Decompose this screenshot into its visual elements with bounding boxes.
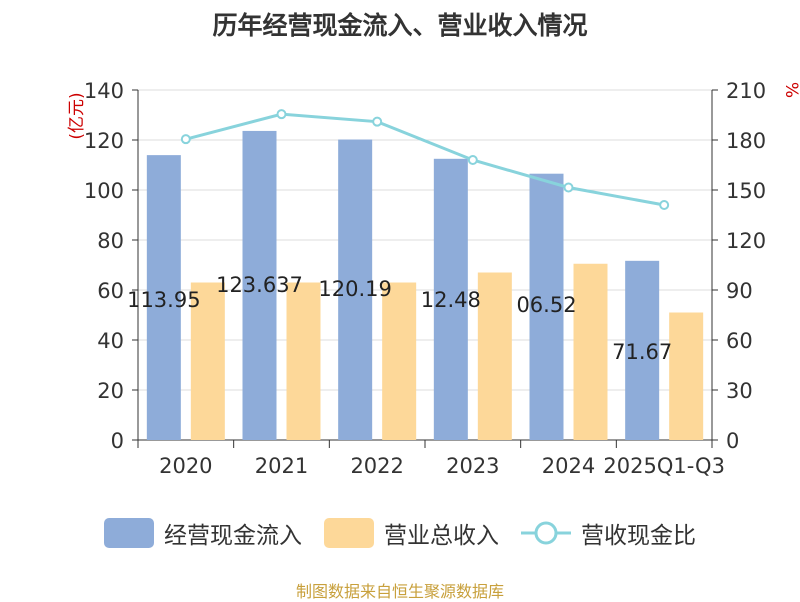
data-label-cash-inflow: 123.637 [216, 273, 303, 297]
legend-swatch-cash-inflow [104, 518, 154, 548]
x-tick-label: 2023 [446, 454, 499, 478]
line-point-ratio [180, 134, 191, 145]
y-tick-label-left: 40 [97, 329, 124, 353]
x-tick-label: 2022 [350, 454, 403, 478]
legend-label: 营业总收入 [384, 523, 499, 549]
bar-cash-inflow [242, 130, 277, 441]
x-tick-label: 2024 [542, 454, 595, 478]
y-tick-label-left: 80 [97, 229, 124, 253]
bar-cash-inflow [433, 158, 468, 441]
legend-item-cash-inflow[interactable]: 经营现金流入 [104, 516, 302, 550]
data-label-cash-inflow: 71.67 [612, 340, 672, 364]
data-label-cash-inflow: 113.95 [127, 288, 200, 312]
y-tick-label-right: 60 [726, 329, 753, 353]
y-tick-label-left: 60 [97, 279, 124, 303]
chart-title: 历年经营现金流入、营业收入情况 [212, 11, 588, 40]
legend-line-marker-icon [521, 521, 571, 545]
legend-item-revenue[interactable]: 营业总收入 [324, 516, 499, 550]
y-tick-label-left: 100 [84, 179, 124, 203]
data-label-cash-inflow: 12.48 [421, 288, 481, 312]
bar-revenue [190, 282, 225, 440]
bar-cash-inflow [625, 260, 660, 440]
bar-revenue [382, 282, 417, 440]
bar-revenue [286, 282, 321, 440]
y-tick-label-left: 140 [84, 79, 124, 103]
bar-revenue [477, 272, 512, 440]
line-point-ratio [372, 116, 383, 127]
data-label-cash-inflow: 120.19 [318, 277, 391, 301]
bar-revenue [573, 263, 608, 440]
x-tick-label: 2021 [255, 454, 308, 478]
y-axis-unit-left: (亿元) [67, 92, 87, 139]
y-tick-label-right: 120 [726, 229, 766, 253]
legend-swatch-revenue [324, 518, 374, 548]
x-tick-label: 2020 [159, 454, 212, 478]
y-tick-label-left: 120 [84, 129, 124, 153]
y-tick-label-right: 30 [726, 379, 753, 403]
bar-cash-inflow [338, 139, 373, 440]
legend-label: 经营现金流入 [164, 523, 302, 549]
y-tick-label-right: 150 [726, 179, 766, 203]
line-ratio [185, 112, 665, 207]
bar-revenue [669, 312, 704, 440]
legend-label: 营收现金比 [581, 523, 696, 549]
bar-cash-inflow [146, 155, 181, 440]
line-point-ratio [563, 182, 574, 193]
y-tick-label-left: 0 [111, 429, 124, 453]
x-tick-label: 2025Q1-Q3 [603, 454, 725, 478]
y-tick-label-right: 0 [726, 429, 739, 453]
line-point-ratio [659, 200, 670, 210]
y-tick-label-left: 20 [97, 379, 124, 403]
y-axis-unit-right: % [781, 82, 800, 98]
line-point-ratio [276, 109, 287, 120]
y-tick-label-right: 90 [726, 279, 753, 303]
bar-cash-inflow [529, 173, 564, 440]
legend-item-ratio[interactable]: 营收现金比 [521, 516, 696, 550]
y-tick-label-right: 180 [726, 129, 766, 153]
source-note: 制图数据来自恒生聚源数据库 [295, 582, 504, 601]
data-label-cash-inflow: 06.52 [516, 293, 576, 317]
y-tick-label-right: 210 [726, 79, 766, 103]
legend: 经营现金流入 营业总收入 营收现金比 [0, 516, 800, 550]
line-point-ratio [467, 155, 478, 165]
